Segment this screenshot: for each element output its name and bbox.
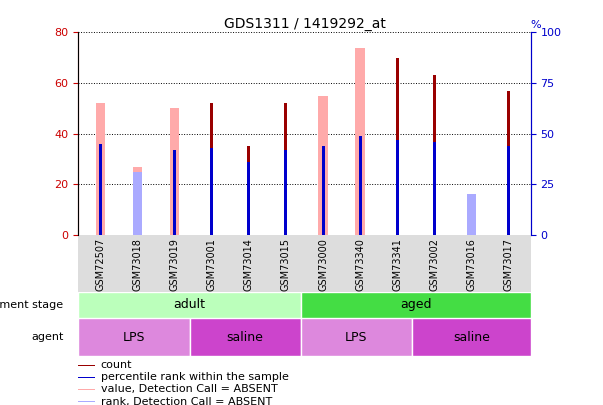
Text: adult: adult (174, 298, 206, 311)
Text: agent: agent (31, 332, 63, 342)
Text: GSM72507: GSM72507 (96, 238, 106, 291)
Bar (318, 96, 327, 235)
Text: %: % (531, 20, 541, 30)
Text: saline: saline (453, 330, 490, 344)
Bar (247, 162, 250, 235)
Bar (321, 146, 324, 235)
Bar (285, 150, 288, 235)
Text: percentile rank within the sample: percentile rank within the sample (101, 372, 288, 382)
Bar (78, 401, 95, 402)
Text: GSM73002: GSM73002 (429, 238, 439, 291)
Text: GSM73017: GSM73017 (504, 238, 513, 291)
Text: GSM73341: GSM73341 (392, 238, 402, 291)
Bar (301, 292, 531, 318)
Bar (173, 150, 176, 235)
Bar (356, 47, 365, 235)
Text: LPS: LPS (345, 330, 368, 344)
Text: GSM73018: GSM73018 (133, 238, 143, 291)
Bar (78, 318, 189, 356)
Bar (133, 172, 142, 235)
Bar (99, 144, 102, 235)
Text: GSM73019: GSM73019 (170, 238, 180, 291)
Title: GDS1311 / 1419292_at: GDS1311 / 1419292_at (224, 17, 385, 31)
Bar (285, 103, 288, 235)
Text: count: count (101, 360, 132, 370)
Text: GSM73016: GSM73016 (466, 238, 476, 291)
Text: GSM73014: GSM73014 (244, 238, 254, 291)
Bar (396, 140, 399, 235)
Bar (433, 142, 436, 235)
Text: rank, Detection Call = ABSENT: rank, Detection Call = ABSENT (101, 396, 272, 405)
Text: GSM73001: GSM73001 (207, 238, 217, 291)
Bar (170, 108, 180, 235)
Bar (507, 146, 510, 235)
Text: development stage: development stage (0, 300, 63, 310)
Bar (78, 377, 95, 378)
Bar (301, 318, 412, 356)
Text: GSM73340: GSM73340 (355, 238, 365, 291)
Text: GSM73015: GSM73015 (281, 238, 291, 291)
Bar (78, 389, 95, 390)
Bar (396, 58, 399, 235)
Bar (189, 318, 301, 356)
Bar (78, 365, 95, 366)
Text: saline: saline (227, 330, 264, 344)
Bar (78, 292, 301, 318)
Bar (210, 148, 213, 235)
Bar (210, 103, 213, 235)
Text: value, Detection Call = ABSENT: value, Detection Call = ABSENT (101, 384, 277, 394)
Bar (247, 146, 250, 235)
Bar (467, 194, 476, 235)
Bar (507, 91, 510, 235)
Bar (433, 75, 436, 235)
Bar (359, 136, 362, 235)
Text: LPS: LPS (123, 330, 145, 344)
Text: aged: aged (400, 298, 432, 311)
Bar (133, 166, 142, 235)
Bar (96, 103, 106, 235)
Bar (412, 318, 531, 356)
Bar (467, 197, 476, 235)
Text: GSM73000: GSM73000 (318, 238, 328, 291)
